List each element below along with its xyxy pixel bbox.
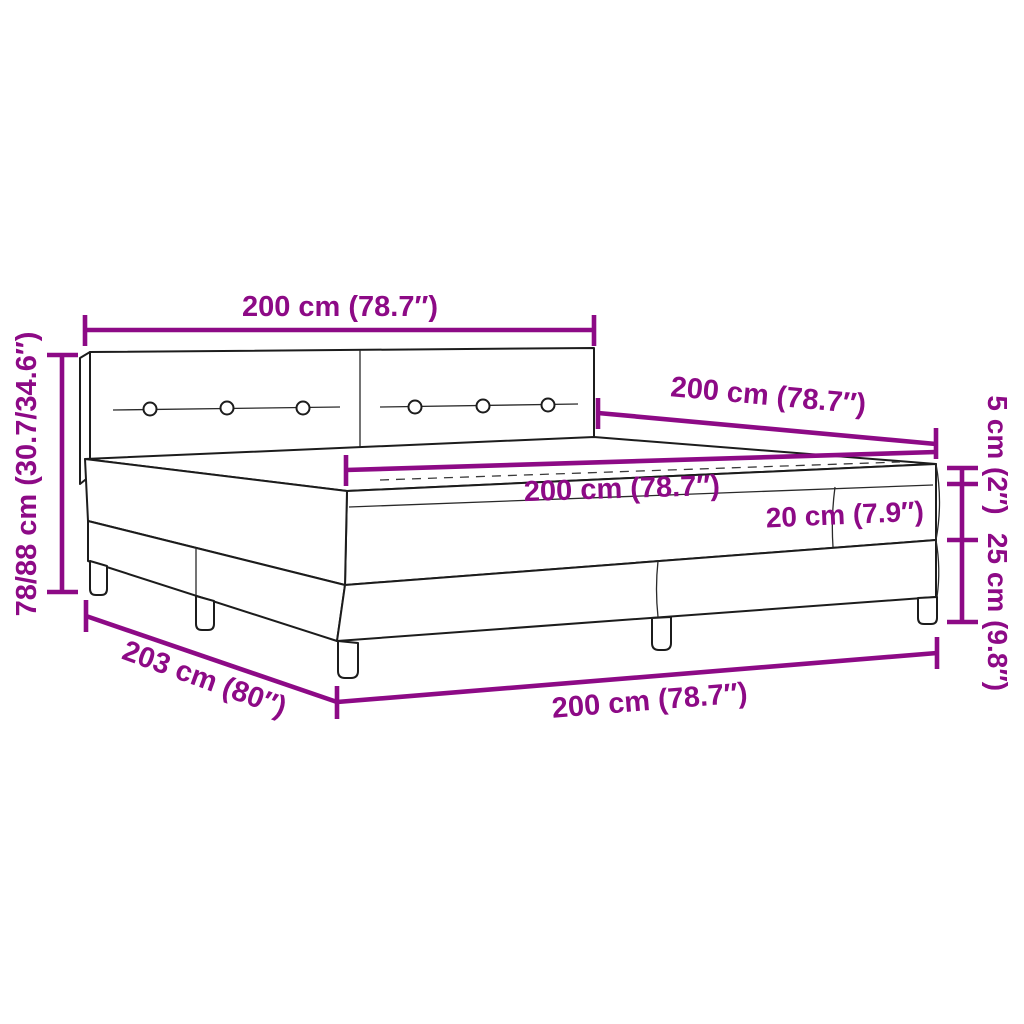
dim-base-width (334, 637, 940, 719)
label-bed-length: 200 cm (78.7″) (669, 371, 867, 421)
dim-right-heights (947, 465, 978, 625)
dim-total-height (47, 352, 78, 595)
base-right-cap (935, 539, 940, 598)
leg (917, 596, 938, 625)
leg (651, 616, 672, 651)
base-front-divider (655, 560, 659, 618)
dim-frame-length (83, 600, 338, 705)
dim-mattress-width (343, 449, 937, 486)
bed-legs (89, 560, 938, 679)
label-headboard-width: 200 cm (78.7″) (242, 291, 438, 323)
dimension-lines (47, 315, 978, 719)
label-total-height: 78/88 cm (30.7/34.6″) (11, 332, 43, 617)
headboard (79, 347, 595, 485)
pillow-top-seam (379, 461, 901, 481)
dim-headboard-width (82, 315, 597, 346)
headboard-buttons (142, 397, 556, 417)
label-mattress-width: 200 cm (78.7″) (523, 470, 720, 508)
mattress-split-line (831, 486, 836, 548)
leg (195, 595, 215, 631)
pillow-top-front-edge (348, 484, 934, 508)
label-pillow-top-height: 5 cm (2″) (982, 395, 1013, 514)
mattress-right-cap (935, 463, 941, 541)
leg (89, 560, 108, 596)
label-base-height: 25 cm (9.8″) (982, 533, 1013, 691)
leg (337, 640, 359, 679)
label-mattress-height: 20 cm (7.9″) (765, 496, 924, 534)
